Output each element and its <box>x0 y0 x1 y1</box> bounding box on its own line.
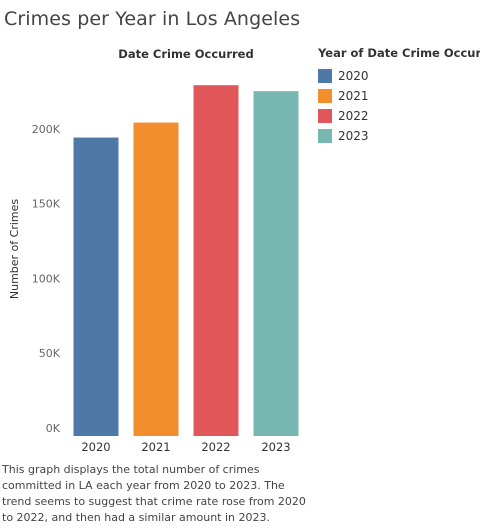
chart-caption: This graph displays the total number of … <box>2 463 306 524</box>
x-tick-label: 2023 <box>261 440 290 454</box>
bar-2023[interactable] <box>253 91 299 436</box>
legend-label: 2022 <box>338 109 369 123</box>
bar-2022[interactable] <box>193 85 239 437</box>
y-tick-label: 0K <box>46 422 61 435</box>
legend-swatch <box>318 129 332 143</box>
y-tick-label: 100K <box>32 272 61 285</box>
y-tick-label: 200K <box>32 123 61 136</box>
legend-swatch <box>318 69 332 83</box>
x-axis: 2020 2021 2022 2023 <box>81 440 290 454</box>
chart-header: Date Crime Occurred <box>118 47 253 61</box>
x-tick-label: 2021 <box>141 440 170 454</box>
legend-item-2023[interactable]: 2023 <box>318 126 480 146</box>
bar-series <box>73 85 299 437</box>
legend-swatch <box>318 109 332 123</box>
y-tick-label: 50K <box>39 347 61 360</box>
bar-2021[interactable] <box>133 122 179 436</box>
x-tick-label: 2020 <box>81 440 110 454</box>
legend-item-2022[interactable]: 2022 <box>318 106 480 126</box>
y-axis-label: Number of Crimes <box>8 199 21 300</box>
bar-chart: Date Crime Occurred Number of Crimes 0K 5… <box>8 47 299 454</box>
legend-label: 2020 <box>338 69 369 83</box>
legend-title: Year of Date Crime Occurred <box>318 46 480 60</box>
legend-item-2020[interactable]: 2020 <box>318 66 480 86</box>
legend-label: 2021 <box>338 89 369 103</box>
page-title: Crimes per Year in Los Angeles <box>4 8 301 30</box>
bar-2020[interactable] <box>73 137 119 436</box>
x-tick-label: 2022 <box>201 440 230 454</box>
legend: Year of Date Crime Occurred 2020 2021 20… <box>318 46 480 146</box>
y-tick-label: 150K <box>32 198 61 211</box>
legend-swatch <box>318 89 332 103</box>
legend-item-2021[interactable]: 2021 <box>318 86 480 106</box>
y-axis: 0K 50K 100K 150K 200K <box>32 123 61 435</box>
legend-label: 2023 <box>338 129 369 143</box>
